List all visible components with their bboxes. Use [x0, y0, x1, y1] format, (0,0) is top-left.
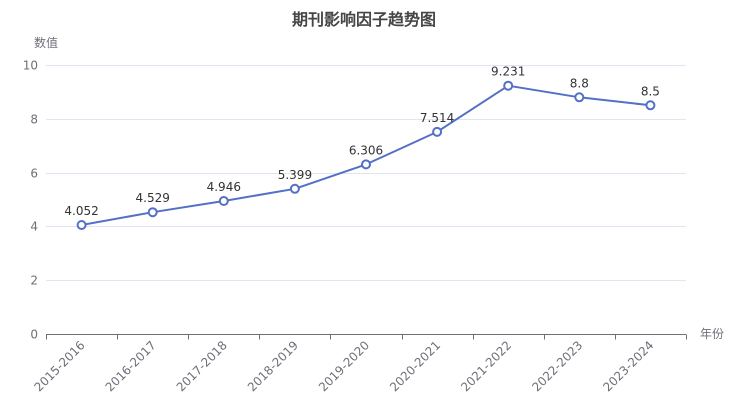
data-point[interactable] [147, 207, 158, 218]
data-label: 8.5 [641, 84, 660, 98]
data-point[interactable] [432, 126, 443, 137]
grid-lines: 0 2 4 6 8 10 [23, 59, 686, 342]
x-tick-label: 2022-2023 [529, 338, 585, 394]
x-tick-label: 2020-2021 [387, 338, 443, 394]
data-point[interactable] [218, 196, 229, 206]
data-point[interactable] [76, 220, 87, 230]
data-point[interactable] [289, 183, 300, 194]
data-label: 8.8 [570, 76, 589, 90]
data-point[interactable] [645, 100, 656, 111]
data-label: 9.231 [491, 65, 525, 79]
x-tick-label: 2018-2019 [245, 338, 301, 394]
data-label: 7.514 [420, 111, 454, 125]
x-tick-label: 2023-2024 [600, 338, 656, 394]
series-layer [76, 80, 656, 230]
x-axis-name: 年份 [700, 327, 724, 341]
y-tick-label: 0 [30, 328, 38, 342]
data-label: 4.529 [136, 191, 170, 205]
data-label: 4.946 [207, 180, 241, 194]
y-tick-label: 2 [30, 274, 38, 288]
data-point[interactable] [574, 92, 585, 103]
x-tick-label: 2021-2022 [458, 338, 514, 394]
y-tick-label: 8 [30, 113, 38, 127]
y-tick-label: 4 [30, 220, 38, 234]
x-tick-label: 2017-2018 [174, 338, 230, 394]
x-axis: 2015-2016 2016-2017 2017-2018 2018-2019 2019… [32, 334, 687, 394]
data-label: 5.399 [278, 168, 312, 182]
y-tick-label: 10 [23, 59, 38, 73]
data-point[interactable] [361, 159, 371, 170]
x-tick-label: 2016-2017 [103, 338, 159, 394]
data-point[interactable] [503, 80, 514, 91]
y-axis-name: 数值 [34, 35, 58, 50]
data-label: 4.052 [64, 204, 98, 218]
y-tick-label: 6 [30, 167, 38, 181]
data-labels: 4.052 4.529 4.946 5.399 6.306 7.514 9.231 8.8 8.… [64, 65, 660, 218]
x-tick-label: 2015-2016 [32, 338, 88, 394]
x-tick-label: 2019-2020 [316, 338, 372, 394]
data-label: 6.306 [349, 143, 383, 157]
chart-title: 期刊影响因子趋势图 [292, 10, 436, 29]
